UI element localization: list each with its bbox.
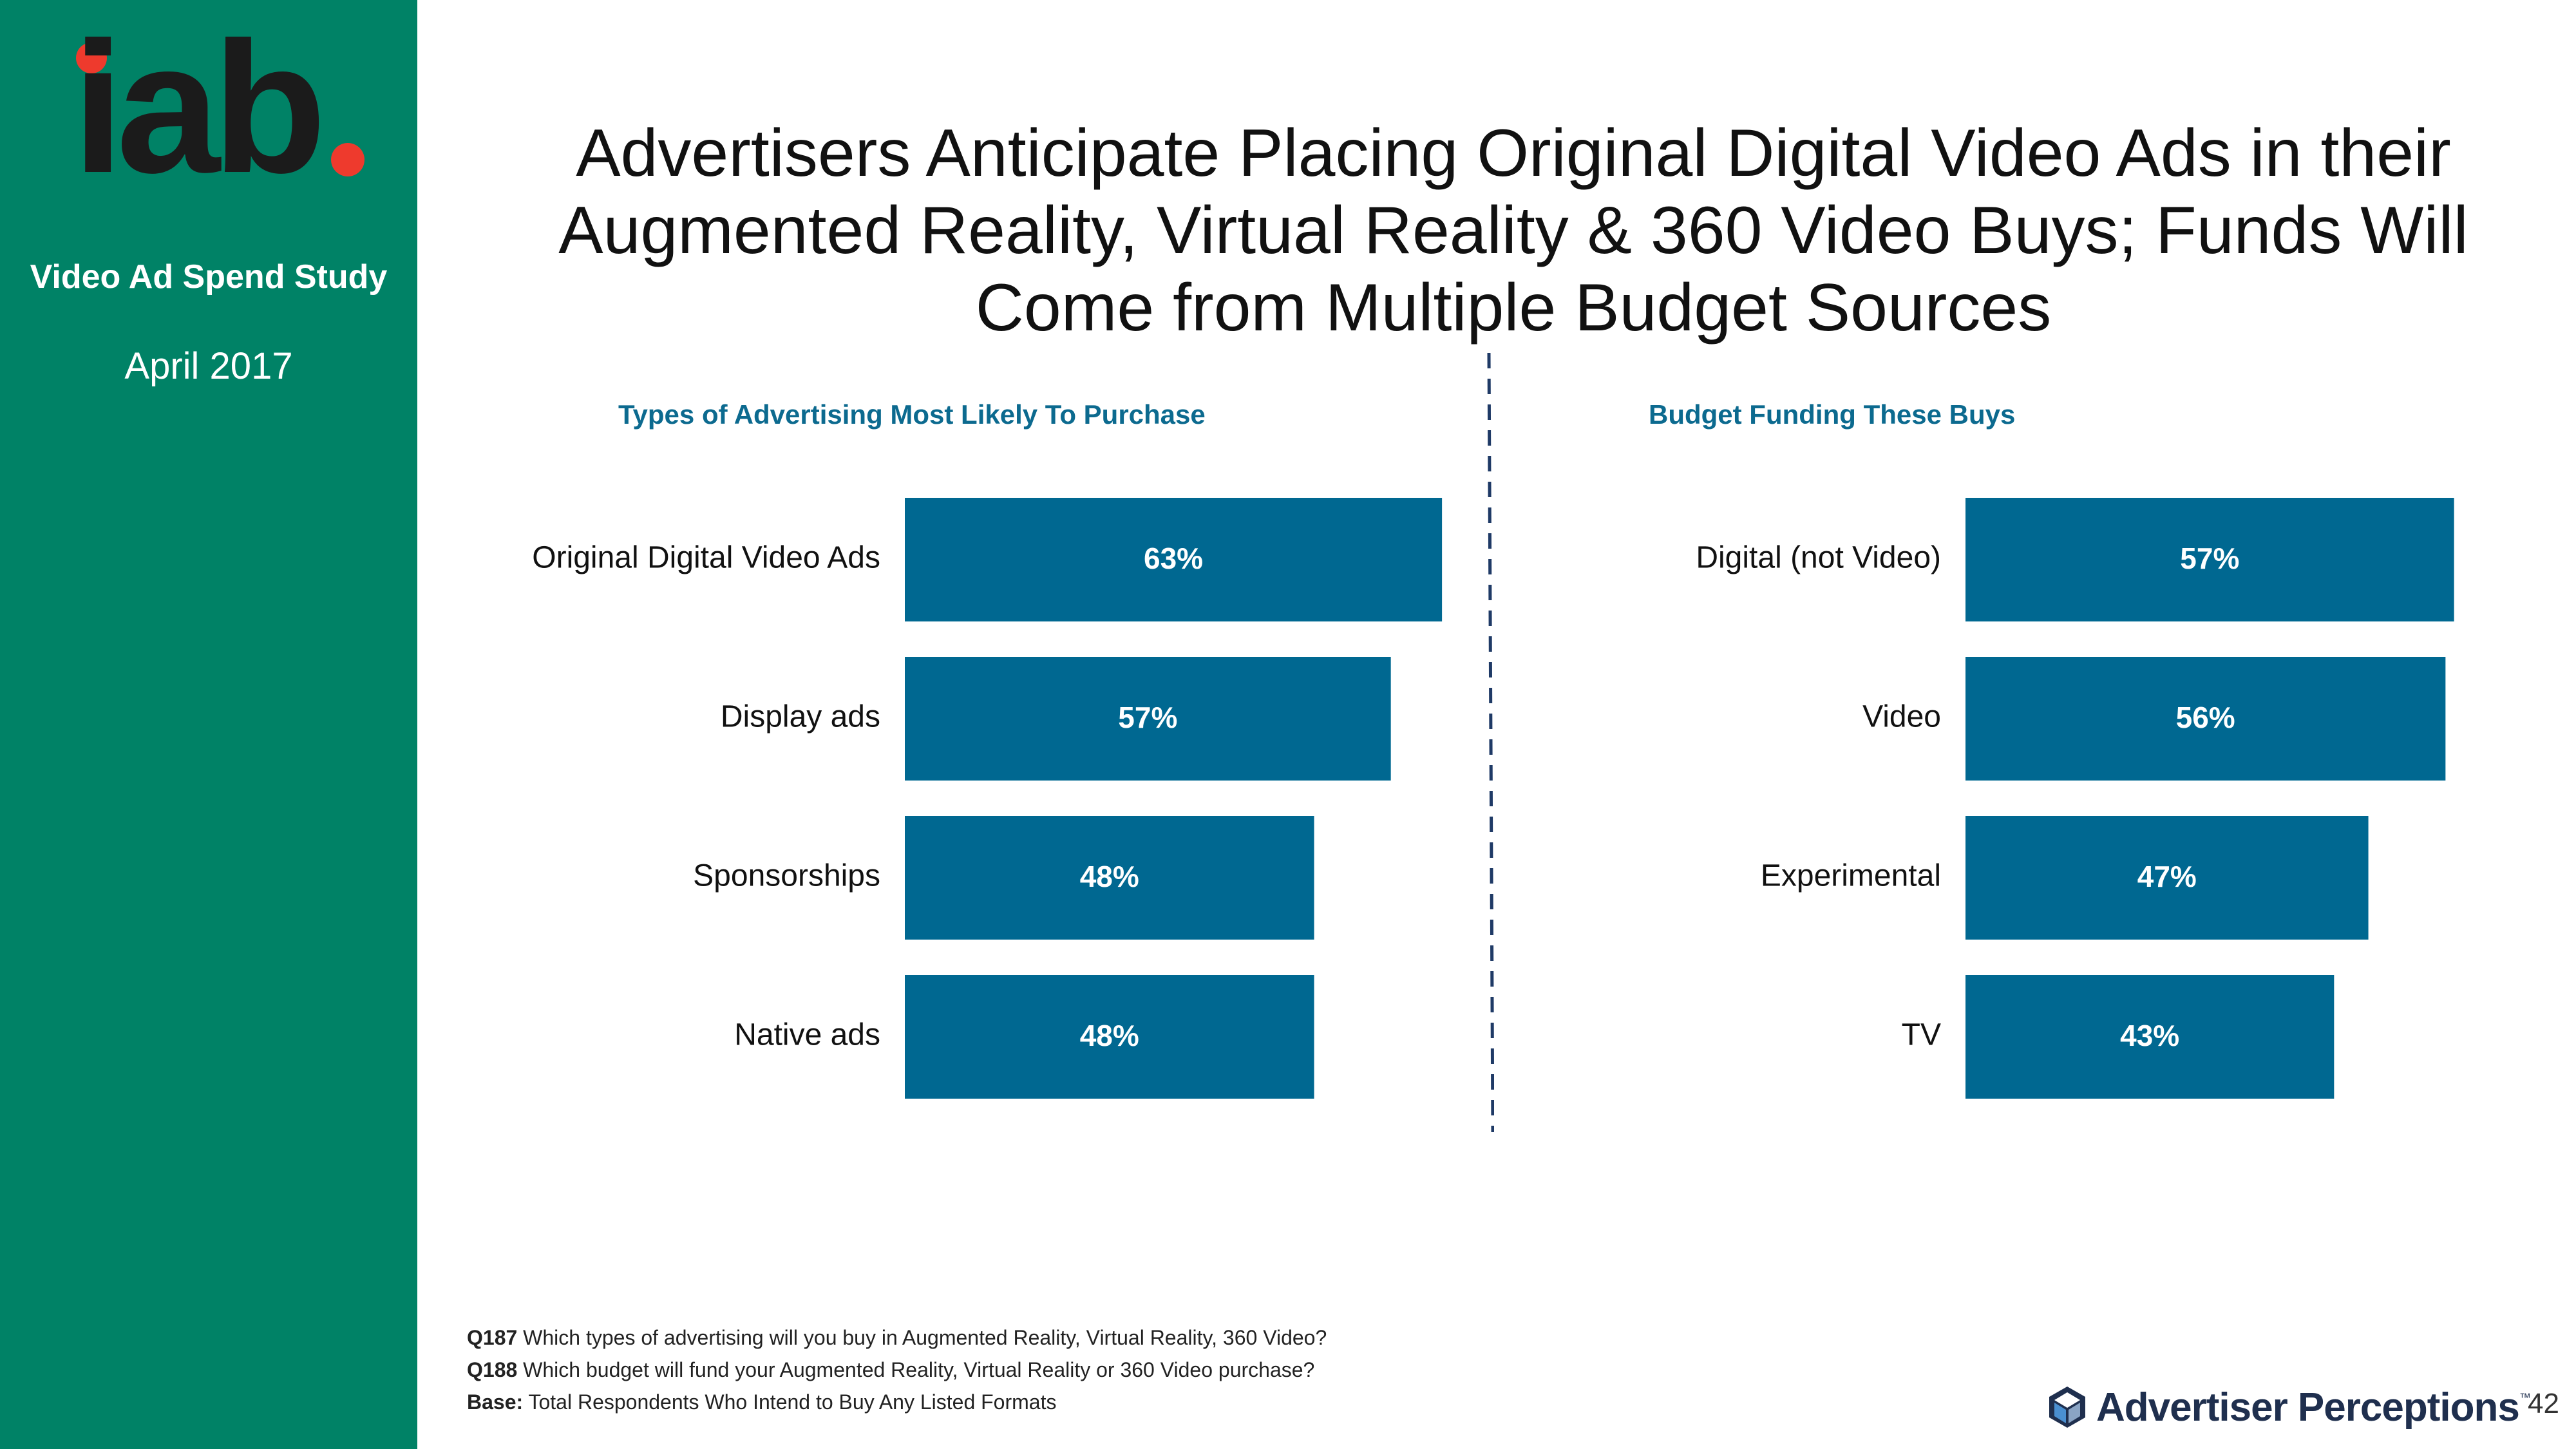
bar-1-3 xyxy=(1965,975,2334,1099)
category-label-0-1: Display ads xyxy=(721,700,880,734)
category-label-1-1: Video xyxy=(1862,700,1941,734)
category-label-0-2: Sponsorships xyxy=(693,859,880,893)
sidebar: iab Video Ad Spend Study April 2017 xyxy=(0,0,417,1449)
bar-0-3 xyxy=(905,975,1314,1099)
study-title: Video Ad Spend Study xyxy=(30,258,388,296)
bar-1-2 xyxy=(1965,816,2369,940)
value-label-1-0: 57% xyxy=(2180,542,2239,575)
footnote-q188: Q188 Which budget will fund your Augment… xyxy=(467,1358,1315,1381)
slide-title: Advertisers Anticipate Placing Original … xyxy=(558,116,2468,345)
advertiser-perceptions-logo: Advertiser Perceptions ™ xyxy=(2045,1378,2534,1436)
category-label-0-0: Original Digital Video Ads xyxy=(532,541,880,575)
category-label-1-3: TV xyxy=(1902,1018,1941,1052)
logo-text: iab xyxy=(72,33,321,188)
value-label-0-2: 48% xyxy=(1080,860,1139,893)
value-label-1-2: 47% xyxy=(2137,860,2197,893)
category-label-0-3: Native ads xyxy=(734,1018,880,1052)
footnote-base: Base: Total Respondents Who Intend to Bu… xyxy=(467,1390,1057,1414)
category-label-1-0: Digital (not Video) xyxy=(1696,541,1941,575)
cube-icon xyxy=(2049,1387,2085,1428)
chart-right-title: Budget Funding These Buys xyxy=(1649,399,2016,430)
value-label-0-1: 57% xyxy=(1118,701,1177,734)
value-label-0-3: 48% xyxy=(1080,1019,1139,1052)
value-label-1-3: 43% xyxy=(2120,1019,2179,1052)
bar-0-1 xyxy=(905,657,1391,781)
chart-left-title: Types of Advertising Most Likely To Purc… xyxy=(618,399,1206,430)
footnote-q187: Q187 Which types of advertising will you… xyxy=(467,1326,1327,1349)
value-label-1-1: 56% xyxy=(2176,701,2235,734)
bar-1-0 xyxy=(1965,498,2454,621)
footnotes: Q187 Which types of advertising will you… xyxy=(467,1321,1327,1418)
brand-trademark: ™ xyxy=(2519,1391,2531,1404)
value-label-0-0: 63% xyxy=(1144,542,1203,575)
brand-name: Advertiser Perceptions xyxy=(2096,1385,2520,1430)
bar-0-0 xyxy=(905,498,1443,621)
bar-0-2 xyxy=(905,816,1314,940)
bar-1-1 xyxy=(1965,657,2446,781)
iab-logo-graphic: iab xyxy=(72,3,365,212)
study-date: April 2017 xyxy=(124,345,293,387)
page-number: 42 xyxy=(2528,1388,2559,1419)
chart-divider xyxy=(1486,352,1495,1133)
iab-logo: iab xyxy=(72,3,368,212)
category-label-1-2: Experimental xyxy=(1761,859,1941,893)
